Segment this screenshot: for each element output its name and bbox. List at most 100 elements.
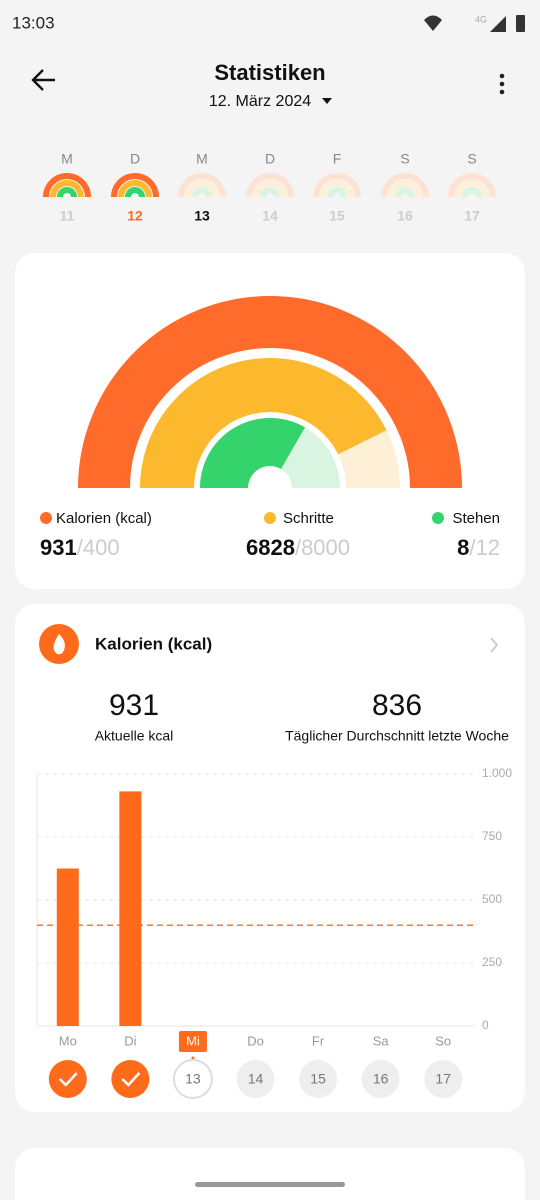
week-date[interactable]: 12	[127, 208, 143, 224]
y-tick-label: 750	[482, 829, 502, 843]
separator: /	[77, 535, 84, 560]
next-card	[15, 1148, 525, 1200]
day-date: 17	[435, 1071, 451, 1087]
date-picker[interactable]: 12. März 2024	[209, 93, 311, 110]
dropdown-arrow[interactable]	[322, 98, 332, 104]
day-button[interactable]	[361, 1060, 400, 1098]
status-icons	[424, 15, 525, 32]
separator: /	[295, 535, 302, 560]
day-button[interactable]	[48, 1060, 87, 1098]
stat-value: 931	[109, 689, 159, 722]
x-tick-label: Mo	[59, 1033, 77, 1048]
calories-card[interactable]	[15, 604, 525, 1112]
metric-icon	[432, 512, 444, 524]
mini-ring	[118, 180, 152, 198]
mini-ring	[260, 187, 280, 198]
x-tick-label: Mi	[186, 1033, 200, 1048]
value: 931	[40, 535, 77, 560]
value: 6828	[246, 535, 295, 560]
today-dot	[191, 1056, 195, 1060]
metric-value: 931/400	[40, 535, 120, 560]
day-button[interactable]	[424, 1060, 463, 1098]
bar	[56, 868, 79, 1026]
week-date[interactable]: 17	[464, 208, 480, 224]
week-date[interactable]: 16	[397, 208, 413, 224]
mini-ring	[388, 180, 422, 198]
day-highlight	[178, 1031, 207, 1052]
y-tick-label: 250	[482, 955, 502, 969]
mini-ring	[455, 180, 489, 198]
metric-icon	[264, 512, 276, 524]
week-date[interactable]: 14	[262, 208, 278, 224]
day-date: 16	[373, 1071, 389, 1087]
bar	[119, 791, 142, 1026]
day-button[interactable]	[299, 1060, 338, 1098]
goal: 400	[83, 535, 120, 560]
card-title: Kalorien (kcal)	[95, 634, 212, 653]
metric-label: Stehen	[452, 510, 500, 527]
status-time: 13:03	[12, 13, 55, 32]
weekday: S	[467, 151, 476, 167]
mini-ring	[43, 173, 91, 198]
metric-icon	[40, 512, 52, 524]
day-button[interactable]	[172, 1059, 213, 1099]
stat-label: Aktuelle kcal	[95, 728, 174, 744]
day-date: 13	[185, 1071, 201, 1087]
week-date[interactable]: 11	[60, 208, 75, 224]
mini-ring	[50, 180, 84, 198]
mini-ring	[448, 173, 496, 198]
weekday: D	[130, 151, 140, 167]
check	[58, 1072, 78, 1087]
metric-label: Schritte	[283, 510, 334, 527]
ring-progress	[78, 296, 462, 489]
value: 8	[457, 535, 469, 560]
x-tick-label: Fr	[312, 1033, 325, 1048]
stat-value: 836	[372, 689, 422, 722]
day-button[interactable]	[236, 1060, 275, 1098]
y-tick-label: 0	[482, 1018, 489, 1032]
week-date[interactable]: 15	[329, 208, 345, 224]
day-date: 15	[310, 1071, 326, 1087]
menu-button[interactable]	[499, 73, 505, 95]
week-date[interactable]: 13	[194, 208, 210, 224]
mini-ring	[125, 187, 145, 198]
mini-ring	[253, 180, 287, 198]
network: 4G	[475, 14, 487, 24]
mini-ring	[57, 187, 77, 198]
ring-progress	[200, 418, 305, 490]
mini-ring	[178, 173, 226, 198]
stat-label: Täglicher Durchschnitt letzte Woche	[285, 728, 509, 744]
x-tick-label: Sa	[373, 1033, 390, 1048]
y-tick-label: 500	[482, 892, 502, 906]
ring-progress	[140, 358, 387, 489]
weekday: D	[265, 151, 275, 167]
weekday: F	[333, 151, 342, 167]
goal: 12	[476, 535, 500, 560]
goal: 8000	[301, 535, 350, 560]
day-button[interactable]	[111, 1060, 150, 1098]
mini-ring	[320, 180, 354, 198]
metric-value: 8/12	[457, 535, 500, 560]
mini-ring	[313, 173, 361, 198]
x-tick-label: Do	[247, 1033, 264, 1048]
flame	[53, 634, 65, 655]
metric-label: Kalorien (kcal)	[56, 510, 152, 527]
mini-ring	[246, 173, 294, 198]
back-button[interactable]	[31, 69, 55, 91]
x-tick-label: Di	[124, 1033, 136, 1048]
nav-bar	[195, 1182, 345, 1187]
mini-ring	[381, 173, 429, 198]
mini-ring	[185, 180, 219, 198]
weekday: S	[400, 151, 409, 167]
mini-ring	[395, 187, 415, 198]
y-tick-label: 1.000	[482, 766, 512, 780]
chevron[interactable]	[490, 637, 499, 653]
page-title: Statistiken	[214, 60, 325, 85]
mini-ring	[111, 173, 159, 198]
check	[121, 1072, 141, 1087]
weekday: M	[196, 151, 208, 167]
x-tick-label: So	[435, 1033, 451, 1048]
mini-ring	[192, 187, 212, 198]
